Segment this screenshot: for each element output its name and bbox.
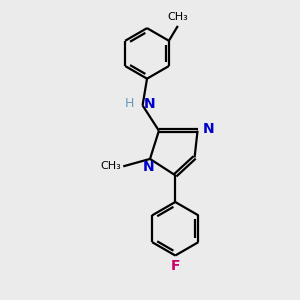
Text: N: N	[144, 97, 156, 111]
Text: H: H	[125, 98, 134, 110]
Text: F: F	[170, 259, 180, 273]
Text: CH₃: CH₃	[100, 161, 121, 171]
Text: CH₃: CH₃	[167, 12, 188, 22]
Text: N: N	[143, 160, 154, 174]
Text: N: N	[203, 122, 214, 136]
